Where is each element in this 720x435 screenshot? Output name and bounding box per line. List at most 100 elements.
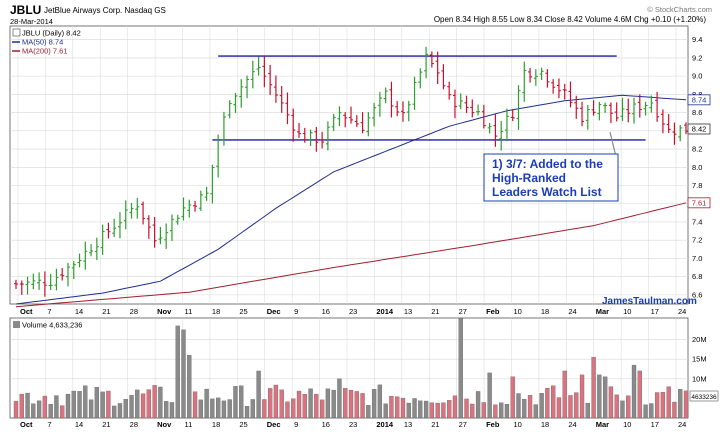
volume-bar (244, 406, 250, 419)
badge-ma50-text: 8.74 (692, 95, 707, 104)
price-x-tick-label: 14 (75, 307, 83, 316)
volume-bar (221, 400, 227, 419)
volume-bar (533, 404, 538, 419)
volume-bar (579, 374, 585, 419)
price-x-tick-label: 10 (623, 307, 631, 316)
price-bars (14, 46, 688, 297)
volume-bar (256, 370, 261, 419)
volume-bar (117, 403, 123, 419)
volume-bar (77, 391, 82, 419)
volume-tick-label: 15M (692, 355, 707, 364)
volume-x-tick-label: 7 (47, 420, 51, 429)
volume-bar (296, 390, 302, 419)
price-x-tick-label: Feb (486, 307, 500, 316)
volume-bar (262, 399, 267, 419)
volume-bar (423, 400, 429, 419)
price-x-tick-label: 7 (47, 307, 51, 316)
price-x-tick-label: Nov (157, 307, 172, 316)
volume-bar (354, 391, 359, 419)
volume-x-tick-label: 18 (541, 420, 549, 429)
volume-x-tick-label: 2014 (376, 420, 394, 429)
volume-bar (233, 386, 238, 419)
price-tick-label: 7.2 (692, 236, 702, 245)
volume-x-tick-label: 14 (75, 420, 83, 429)
volume-bar (614, 394, 619, 419)
volume-bar (556, 397, 562, 419)
volume-x-tick-label: Oct (20, 420, 33, 429)
price-x-tick-label: 16 (322, 307, 330, 316)
volume-bar (227, 399, 232, 419)
volume-bar (649, 403, 654, 419)
ma200-line (15, 202, 687, 308)
volume-x-tick-label: Mar (596, 420, 609, 429)
price-x-tick-label: 17 (651, 307, 659, 316)
price-x-tick-label: 21 (431, 307, 439, 316)
price-tick-label: 7.0 (692, 254, 702, 263)
volume-tick-label: 20M (692, 335, 707, 344)
volume-bar (88, 399, 94, 419)
volume-bar (71, 390, 76, 419)
volume-x-tick-label: 13 (404, 420, 412, 429)
price-tick-label: 8.6 (692, 108, 702, 117)
volume-bar (452, 395, 458, 419)
price-tick-label: 8.2 (692, 145, 702, 154)
volume-bar (539, 393, 544, 419)
volume-x-tick-label: 16 (322, 420, 330, 429)
volume-x-tick-label: 21 (431, 420, 439, 429)
volume-bar (123, 399, 128, 419)
ma50-line (15, 94, 687, 305)
volume-bar (65, 393, 71, 419)
badge-close (687, 123, 711, 135)
ma200-path (15, 202, 687, 308)
price-x-tick-label: 28 (130, 307, 138, 316)
volume-badge-text: 4633236 (691, 394, 717, 401)
volume-bar (146, 389, 151, 419)
volume-bar (25, 392, 30, 419)
price-tick-label: 9.4 (692, 35, 702, 44)
volume-bar (13, 401, 19, 419)
volume-bar (447, 400, 452, 419)
volume-tick-label: 10M (692, 374, 707, 383)
volume-bar (574, 392, 579, 419)
volume-bar (54, 395, 59, 419)
symbol-label: JBLU (10, 3, 41, 17)
volume-bar (337, 378, 342, 419)
volume-bar (331, 389, 336, 419)
volume-bar (31, 403, 36, 419)
volume-bar (36, 400, 42, 419)
volume-bar (631, 364, 637, 419)
volume-bar (620, 400, 625, 419)
price-legend: JBLU (Daily) 8.42 MA(50) 8.74 MA(200) 7.… (12, 29, 81, 56)
volume-bar (597, 374, 602, 419)
price-x-tick-label: 24 (678, 307, 686, 316)
volume-x-tick-label: Dec (267, 420, 281, 429)
price-x-tick-label: 23 (349, 307, 357, 316)
volume-bar (522, 399, 527, 419)
volume-bar (458, 317, 463, 419)
volume-bar (273, 384, 279, 419)
volume-bar (591, 357, 596, 419)
volume-bar (169, 402, 175, 419)
badge-ma50 (687, 94, 711, 106)
badge-ma200-text: 7.61 (692, 198, 707, 207)
volume-bar (412, 398, 417, 419)
volume-bar (470, 403, 475, 419)
volume-bar (660, 391, 666, 419)
volume-bar (291, 398, 296, 419)
volume-axis: 10M 15M 20M (692, 335, 707, 383)
annotation-line-3: Leaders Watch List (492, 185, 602, 199)
volume-bar (343, 388, 348, 419)
volume-bar (395, 396, 400, 419)
volume-bar (48, 404, 53, 419)
volume-bar (112, 405, 117, 419)
annotation-line-2: High-Ranked (492, 171, 566, 185)
legend-ma50: MA(50) 8.74 (22, 38, 63, 47)
volume-bar (602, 376, 608, 419)
volume-x-tick-label: 18 (212, 420, 220, 429)
volume-bar (464, 398, 469, 419)
volume-x-tick-label: 21 (102, 420, 110, 429)
volume-x-tick-label: 24 (678, 420, 686, 429)
watermark: © StockCharts.com (647, 5, 712, 14)
credit-label: JamesTaulman.com (602, 296, 697, 307)
